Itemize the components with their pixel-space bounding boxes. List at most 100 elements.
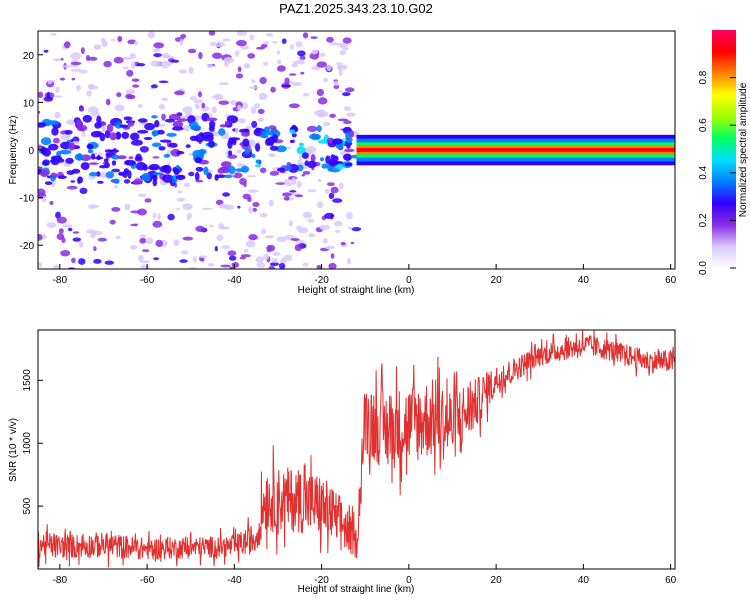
- spectrogram-noise-blob: [152, 212, 157, 219]
- spectrogram-band-blob: [195, 166, 204, 172]
- spectrogram-noise-blob: [290, 238, 300, 241]
- spectrogram-noise-blob: [176, 207, 180, 211]
- spectrogram-noise-blob: [263, 61, 269, 66]
- spectrogram-noise-blob: [90, 111, 101, 117]
- spectrogram-noise-blob: [310, 36, 318, 39]
- spectrogram-panel: -80 -60 -40 -20 0 20 40 60 -20 -10 0 10 20 Height o…: [8, 30, 677, 296]
- spectrogram-band-blob: [332, 138, 343, 145]
- spectrogram-band-blob: [80, 162, 90, 171]
- spectrogram-noise-blob: [206, 172, 212, 180]
- spectrogram-band-blob: [143, 136, 153, 141]
- spectrogram-noise-blob: [305, 146, 317, 154]
- spectrogram-noise-blob: [311, 66, 320, 71]
- snr-x-tick-label: -20: [314, 575, 329, 586]
- spectrogram-noise-blob: [333, 220, 343, 227]
- spectrogram-band-blob: [46, 120, 59, 126]
- spectrogram-noise-blob: [306, 125, 318, 132]
- spectrogram-noise-blob: [328, 192, 335, 199]
- spectrogram-band-blob: [105, 171, 115, 179]
- spectrogram-band-blob: [260, 130, 268, 135]
- spectrogram-noise-blob: [307, 218, 315, 223]
- spectrogram-noise-blob: [269, 170, 280, 176]
- spectrogram-noise-blob: [334, 230, 341, 233]
- spectrogram-band-blob: [269, 145, 279, 151]
- spectrogram-noise-blob: [288, 220, 294, 227]
- spectrogram-noise-blob: [137, 208, 148, 216]
- spectrogram-noise-blob: [218, 226, 230, 230]
- spectrogram-noise-blob: [268, 265, 275, 269]
- spectrogram-noise-blob: [122, 56, 133, 60]
- spectrogram-noise-blob: [292, 60, 299, 65]
- spectrogram-band-blob: [345, 136, 353, 144]
- spectrogram-band-blob: [255, 143, 261, 152]
- spectrogram-noise-blob: [278, 262, 286, 269]
- spectrogram-noise-blob: [125, 89, 136, 95]
- snr-x-tick-label: 0: [406, 575, 412, 586]
- spectrogram-noise-blob: [93, 258, 102, 264]
- spectrogram-noise-blob: [237, 104, 242, 111]
- spectrogram-x-tick-label: -80: [53, 275, 68, 286]
- spectrogram-noise-blob: [66, 185, 78, 190]
- spectrogram-noise-blob: [343, 120, 352, 125]
- spectrogram-noise-blob: [88, 204, 97, 209]
- spectrogram-noise-blob: [182, 203, 193, 211]
- spectrogram-noise-blob: [294, 244, 302, 252]
- spectrogram-noise-blob: [247, 53, 256, 59]
- spectrogram-noise-blob: [302, 171, 311, 175]
- spectrogram-noise-blob: [269, 262, 280, 266]
- snr-x-tick-label: 40: [578, 575, 590, 586]
- spectrogram-band-blob: [163, 153, 171, 158]
- spectrogram-noise-blob: [215, 41, 226, 48]
- spectrogram-noise-blob: [100, 37, 106, 43]
- spectrogram-noise-blob: [276, 50, 281, 55]
- spectrogram-noise-blob: [161, 52, 170, 59]
- spectrogram-noise-blob: [330, 186, 339, 194]
- spectrogram-noise-blob: [297, 159, 303, 167]
- spectrogram-noise-blob: [58, 228, 64, 234]
- spectrogram-band-blob: [289, 139, 295, 144]
- spectrogram-noise-blob: [130, 245, 138, 250]
- spectrogram-noise-blob: [167, 213, 175, 221]
- spectrogram-band-blob: [302, 152, 309, 160]
- snr-x-label: Height of straight line (km): [298, 584, 415, 595]
- spectrogram-noise-blob: [319, 52, 326, 57]
- spectrogram-band-blob: [203, 166, 209, 176]
- spectrogram-x-tick-label: -60: [140, 275, 155, 286]
- spectrogram-band-blob: [166, 132, 177, 137]
- spectrogram-band-blob: [168, 113, 181, 121]
- spectrogram-noise-blob: [128, 156, 134, 160]
- spectrogram-band-blob: [44, 181, 53, 186]
- spectrogram-noise-blob: [70, 68, 82, 72]
- spectrogram-noise-blob: [160, 60, 170, 69]
- spectrogram-band-blob: [202, 135, 214, 142]
- spectrogram-band-blob: [99, 165, 108, 169]
- spectrogram-noise-blob: [131, 78, 140, 82]
- spectrogram-band-blob: [321, 163, 329, 169]
- spectrogram-noise-blob: [99, 172, 109, 179]
- spectrogram-band-blob: [152, 172, 163, 176]
- spectrogram-noise-blob: [268, 244, 276, 252]
- spectrogram-noise-blob: [343, 106, 351, 111]
- spectrogram-noise-blob: [297, 59, 305, 65]
- spectrogram-noise-blob: [138, 193, 147, 198]
- spectrogram-noise-blob: [61, 65, 73, 68]
- spectrogram-noise-blob: [334, 80, 339, 86]
- spectrogram-band-blob: [309, 133, 321, 140]
- spectrogram-noise-blob: [182, 236, 193, 241]
- spectrogram-band-blob: [254, 164, 261, 168]
- spectrogram-noise-blob: [208, 31, 216, 36]
- spectrogram-band-blob: [152, 178, 158, 187]
- spectrogram-noise-blob: [347, 226, 353, 230]
- snr-x-ticks: -80 -60 -40 -20 0 20 40 60: [53, 564, 677, 586]
- spectrogram-band-blob: [172, 120, 184, 129]
- spectrogram-noise-blob: [302, 92, 310, 97]
- spectrogram-noise-blob: [252, 207, 257, 212]
- spectrogram-noise-blob: [329, 42, 339, 46]
- spectrogram-x-tick-label: 0: [406, 275, 412, 286]
- spectrogram-noise-blob: [271, 258, 278, 263]
- spectrogram-band-blob: [123, 116, 133, 121]
- spectrogram-noise-blob: [109, 219, 116, 225]
- spectrogram-strong-line: [356, 148, 675, 152]
- spectrogram-noise-blob: [302, 32, 309, 39]
- spectrogram-band-blob: [262, 134, 269, 139]
